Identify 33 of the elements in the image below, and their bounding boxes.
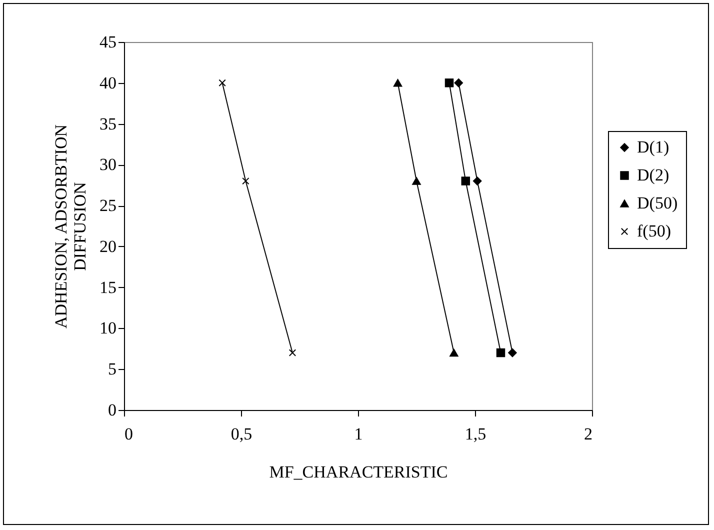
y-tick-label: 25 — [100, 196, 116, 216]
point — [444, 78, 454, 88]
point — [496, 348, 506, 358]
point — [472, 176, 482, 186]
y-tick-label: 45 — [100, 32, 116, 52]
point — [242, 177, 250, 185]
y-tick-label: 10 — [100, 318, 116, 338]
point — [218, 79, 226, 86]
legend-label: D(2) — [637, 166, 670, 184]
y-tick-label: 35 — [100, 114, 116, 134]
y-tick-label: 15 — [100, 278, 116, 297]
legend-label: D(1) — [637, 138, 670, 156]
x-tick-label: 1,5 — [464, 424, 486, 444]
y-tick-label: 5 — [108, 360, 116, 379]
point — [461, 176, 470, 186]
x-tick-label: 0,5 — [230, 424, 252, 444]
y-tick-label: 20 — [100, 236, 116, 256]
x-axis-title: MF_CHARACTERISTIC — [269, 462, 448, 482]
x-tick-label: 2 — [584, 424, 592, 444]
point — [450, 348, 458, 357]
x-tick-label: 1 — [354, 424, 363, 444]
legend-label: f(50) — [637, 222, 671, 240]
point — [288, 349, 296, 356]
point — [412, 177, 421, 185]
y-tick-label: 0 — [108, 400, 116, 420]
y-tick-label: 40 — [100, 73, 116, 92]
y-axis-title: ADHESION, ADSORBTION DIFFUSION — [52, 124, 90, 329]
point — [393, 79, 402, 87]
legend-label: D(50) — [637, 194, 678, 212]
x-tick-label: 0 — [124, 424, 133, 444]
y-tick-label: 30 — [100, 155, 116, 174]
point — [454, 78, 463, 88]
point — [508, 348, 517, 358]
